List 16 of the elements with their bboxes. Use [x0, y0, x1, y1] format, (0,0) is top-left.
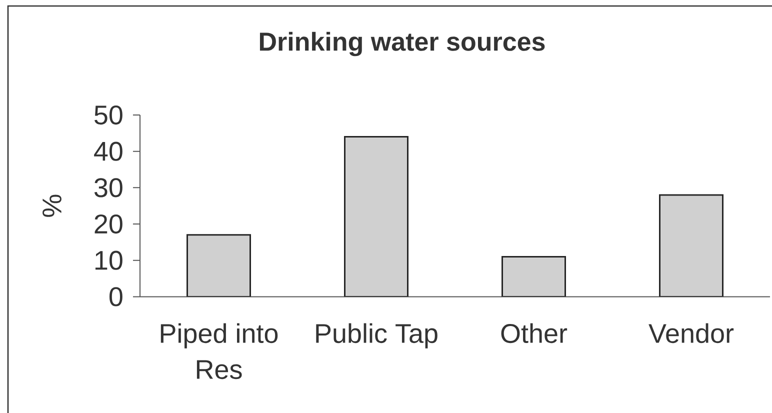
y-tick-label: 40	[94, 142, 122, 161]
bar	[186, 234, 251, 297]
y-tick-label: 30	[94, 178, 122, 198]
x-tick-label: Other	[501, 323, 568, 344]
bar	[502, 256, 566, 297]
bar	[344, 136, 408, 297]
bar	[659, 194, 724, 297]
x-tick-label: Vendor	[648, 323, 734, 344]
x-tick-label: Public Tap	[316, 323, 438, 348]
x-tick-label: Piped into Res	[160, 323, 278, 380]
y-tick-label: 10	[95, 250, 122, 270]
y-tick-label: 50	[94, 105, 122, 125]
chart-title: Drinking water sources	[260, 32, 545, 56]
y-tick-label: 0	[110, 287, 122, 306]
y-axis-title: %	[42, 194, 62, 217]
y-tick-label: 20	[94, 214, 122, 234]
